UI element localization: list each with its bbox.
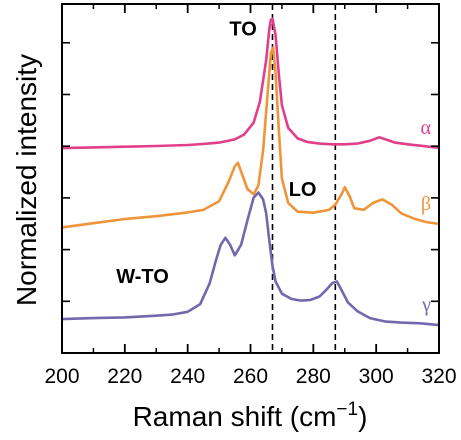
x-tick-label: 240 xyxy=(170,365,205,388)
reference-lines xyxy=(271,4,337,353)
spectra-series xyxy=(62,17,439,327)
x-tick-label: 260 xyxy=(233,365,268,388)
series-name-label: β xyxy=(421,193,431,215)
series-labels: α β γ xyxy=(421,117,432,316)
plot-frame xyxy=(61,3,440,354)
x-axis-title-close: ) xyxy=(358,401,367,432)
peak-annotation: W-TO xyxy=(116,266,169,288)
peak-annotation: LO xyxy=(289,179,317,201)
series-name-label: α xyxy=(421,117,432,139)
peak-annotation: TO xyxy=(229,18,256,40)
x-tick-label: 320 xyxy=(421,365,456,388)
x-axis-title-superscript: −1 xyxy=(336,399,358,420)
x-tick-label: 280 xyxy=(296,365,331,388)
x-tick-label: 200 xyxy=(44,365,79,388)
series-line xyxy=(62,17,439,150)
y-axis-ticks xyxy=(62,41,439,303)
x-tick-label: 300 xyxy=(359,365,394,388)
series-line xyxy=(62,191,439,327)
x-axis-tick-labels: 200 220 240 260 280 300 320 xyxy=(44,365,456,388)
x-axis-title-main: Raman shift (cm xyxy=(133,401,337,432)
series-name-label: γ xyxy=(421,294,431,316)
peak-annotations: TO LO W-TO xyxy=(116,18,316,288)
y-axis-title: Normalized intensity xyxy=(11,54,42,306)
x-axis-ticks xyxy=(61,4,440,353)
x-tick-label: 220 xyxy=(107,365,142,388)
x-axis-title: Raman shift (cm−1) xyxy=(133,399,368,432)
series-line xyxy=(62,46,439,229)
